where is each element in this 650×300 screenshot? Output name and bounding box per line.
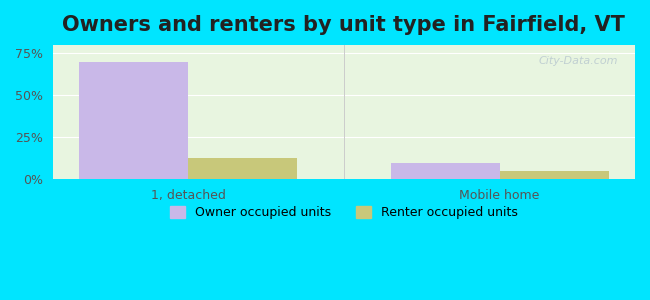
Bar [391, 163, 500, 179]
Bar [79, 62, 188, 179]
Legend: Owner occupied units, Renter occupied units: Owner occupied units, Renter occupied un… [165, 201, 523, 224]
Bar [500, 171, 608, 179]
Text: City-Data.com: City-Data.com [538, 56, 617, 66]
Title: Owners and renters by unit type in Fairfield, VT: Owners and renters by unit type in Fairf… [62, 15, 625, 35]
Bar [188, 158, 297, 179]
